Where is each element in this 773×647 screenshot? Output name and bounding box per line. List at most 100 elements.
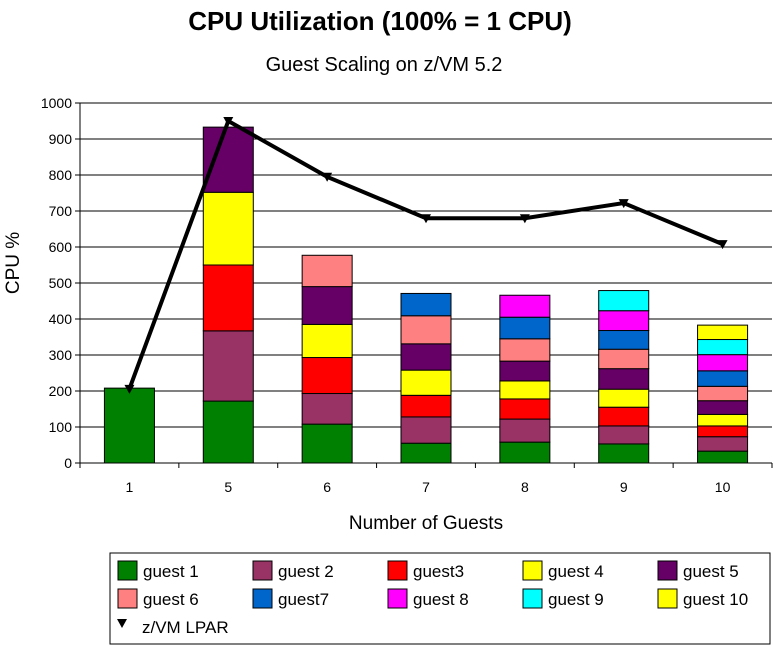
legend-label: guest 5	[683, 562, 739, 581]
bar-segment	[598, 310, 650, 332]
chart-subtitle: Guest Scaling on z/VM 5.2	[266, 54, 503, 76]
bar-segment	[598, 425, 650, 445]
legend-line-marker	[117, 619, 127, 628]
bar-segment	[697, 413, 749, 427]
lpar-point	[618, 199, 629, 209]
bar-segment	[697, 425, 749, 438]
x-tick-label: 8	[521, 479, 529, 495]
bar-segment	[400, 343, 452, 371]
bar-segment	[400, 394, 452, 418]
lpar-line	[124, 117, 728, 394]
x-axis-label: Number of Guests	[349, 513, 503, 534]
bar-segment	[598, 330, 650, 350]
x-tick-label: 6	[323, 479, 331, 495]
legend-swatch	[657, 588, 678, 609]
bar-segment	[202, 400, 254, 464]
lpar-point	[519, 214, 530, 224]
y-tick-label: 400	[49, 311, 73, 327]
bar-segment	[499, 380, 551, 400]
bar-segment	[400, 315, 452, 345]
lpar-point	[421, 214, 431, 224]
lpar-point	[322, 172, 333, 182]
bar-segment	[301, 286, 353, 325]
bar-segment	[598, 388, 650, 408]
bar-segment	[598, 406, 650, 427]
bar-segment	[499, 360, 551, 382]
y-axis-label: CPU %	[3, 232, 24, 294]
bar-segment	[598, 290, 650, 312]
legend-swatch	[522, 560, 543, 581]
bar-segment	[499, 294, 551, 318]
bar-segment	[400, 442, 452, 464]
bar-segment	[301, 393, 353, 425]
bar-segment	[598, 348, 650, 370]
axes	[79, 103, 773, 468]
bar-segment	[598, 368, 650, 390]
legend-swatch	[387, 560, 408, 581]
y-tick-label: 1000	[41, 95, 72, 111]
legend-label: guest3	[413, 562, 464, 581]
legend-label: guest 9	[548, 590, 604, 609]
bar-segment	[697, 339, 749, 356]
bar-segment	[400, 416, 452, 444]
legend-label: guest 2	[278, 562, 334, 581]
bar-segment	[103, 387, 155, 464]
y-tick-label: 200	[49, 383, 73, 399]
x-tick-label: 5	[224, 479, 232, 495]
x-tick-label: 1	[126, 479, 134, 495]
legend-label: guest 4	[548, 562, 604, 581]
bar-segment	[697, 354, 749, 372]
bar-segment	[499, 418, 551, 443]
bar-segment	[202, 264, 254, 332]
bars	[103, 126, 749, 464]
legend-label: guest 6	[143, 590, 199, 609]
bar-segment	[697, 450, 749, 464]
bar-segment	[301, 357, 353, 395]
legend-swatch	[387, 588, 408, 609]
bar-segment	[499, 316, 551, 340]
y-tick-label: 100	[49, 419, 73, 435]
y-tick-labels: 0 100 200 300 400 500 600 700 800 900 1000	[41, 95, 72, 471]
bar-segment	[301, 323, 353, 359]
legend-swatch	[252, 588, 273, 609]
legend-label: guest 8	[413, 590, 469, 609]
bar-segment	[697, 436, 749, 452]
bar-segment	[400, 369, 452, 396]
y-tick-label: 300	[49, 347, 73, 363]
legend-swatch	[657, 560, 678, 581]
y-tick-label: 700	[49, 203, 73, 219]
bar-segment	[697, 324, 749, 341]
y-tick-label: 0	[64, 455, 72, 471]
legend-label: guest 1	[143, 562, 199, 581]
legend-label: guest7	[278, 590, 329, 609]
bar-segment	[301, 423, 353, 464]
x-tick-label: 10	[715, 479, 731, 495]
x-tick-labels: 1 5 6 7 8 9 10	[126, 479, 731, 495]
y-tick-label: 900	[49, 131, 73, 147]
bar-segment	[202, 126, 254, 193]
legend-swatch	[522, 588, 543, 609]
bar-segment	[301, 254, 353, 288]
legend-swatch	[117, 560, 138, 581]
bar-segment	[499, 338, 551, 362]
y-tick-label: 600	[49, 239, 73, 255]
bar-segment	[598, 443, 650, 464]
lpar-point	[717, 240, 728, 250]
bar-segment	[697, 400, 749, 415]
x-tick-label: 7	[422, 479, 430, 495]
lpar-point	[124, 384, 135, 394]
x-tick-label: 9	[620, 479, 628, 495]
legend-label: z/VM LPAR	[142, 618, 229, 637]
y-tick-label: 800	[49, 167, 73, 183]
legend-swatch	[252, 560, 273, 581]
bar-segment	[697, 370, 749, 387]
chart-title: CPU Utilization (100% = 1 CPU)	[188, 6, 572, 36]
bar-segment	[499, 441, 551, 464]
legend: guest 1 guest 2 guest3 guest 4 guest 5 guest …	[117, 560, 748, 637]
bar-segment	[202, 191, 254, 266]
bar-segment	[202, 330, 254, 402]
y-tick-label: 500	[49, 275, 73, 291]
bar-segment	[400, 292, 452, 317]
legend-swatch	[117, 588, 138, 609]
